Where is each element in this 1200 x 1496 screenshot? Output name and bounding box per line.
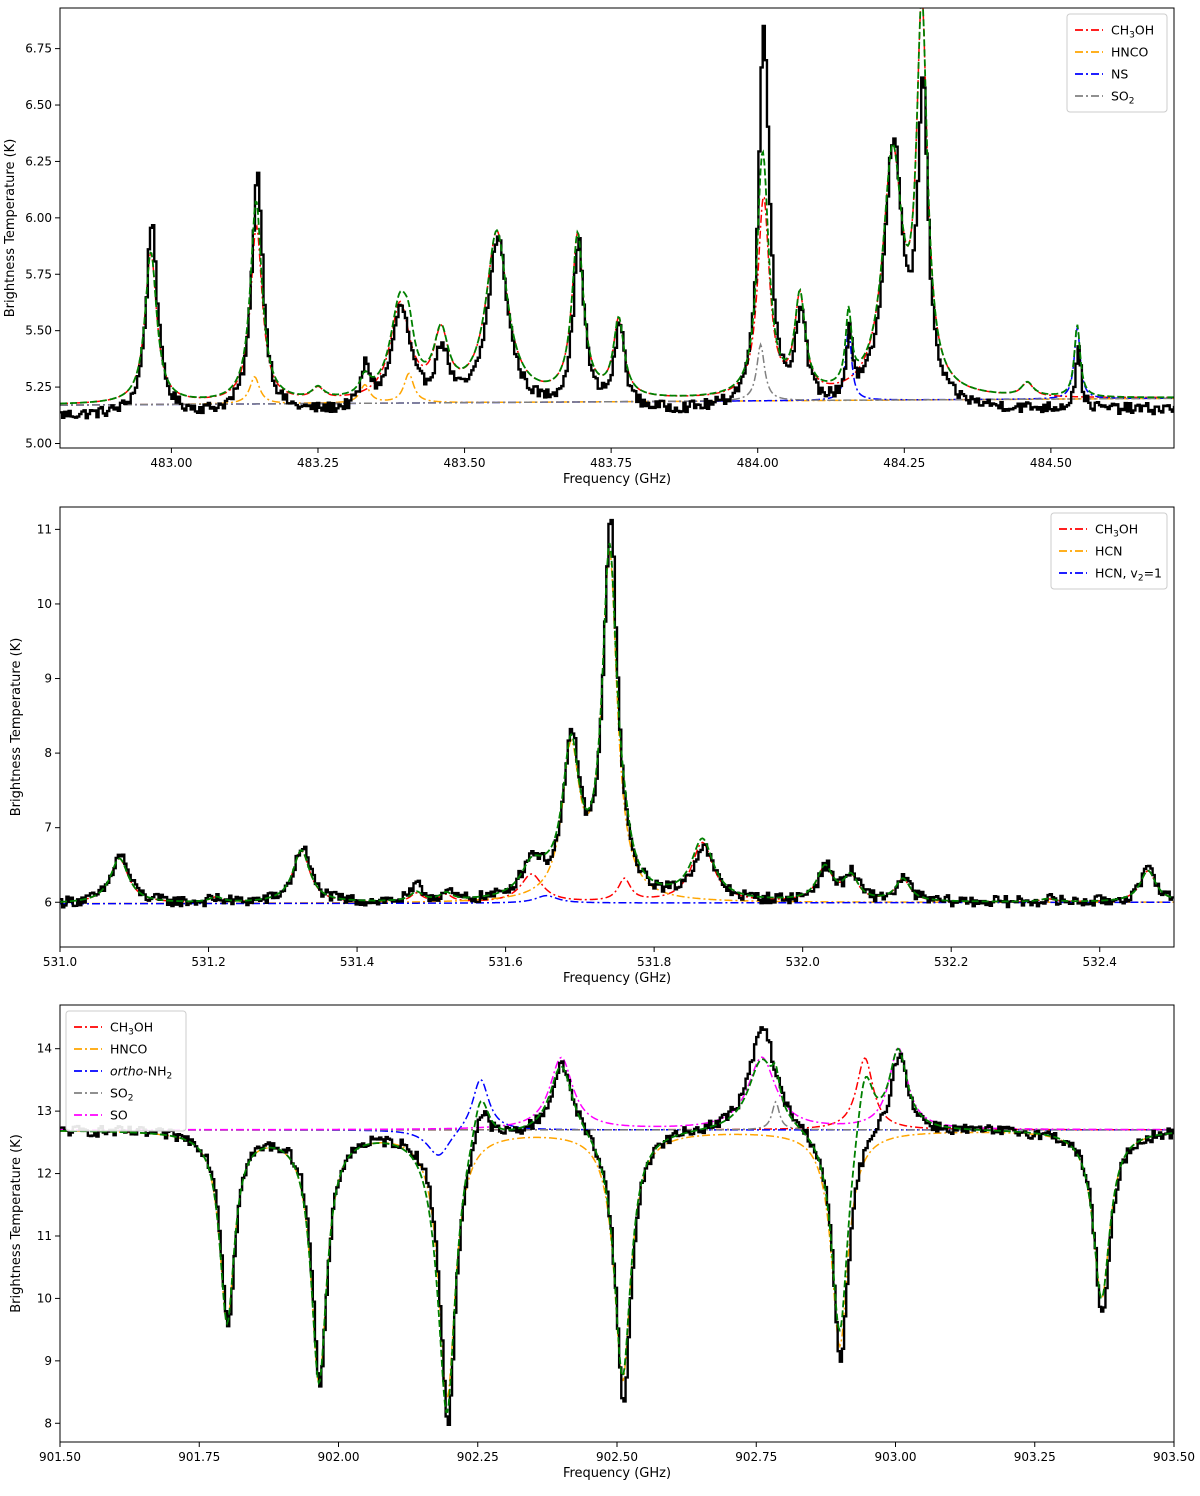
model-total (60, 1047, 1174, 1413)
series-so2 (60, 1100, 1174, 1131)
x-tick-label: 484.25 (883, 456, 925, 470)
x-tick-label: 532.4 (1083, 955, 1117, 969)
observed-spectrum (60, 24, 1174, 420)
plot-area (60, 518, 1174, 909)
x-tick-label: 902.75 (735, 1450, 777, 1464)
y-tick-label: 5.50 (25, 324, 52, 338)
x-tick-label: 902.00 (318, 1450, 360, 1464)
x-tick-label: 484.50 (1030, 456, 1072, 470)
legend-box (1066, 13, 1168, 113)
x-tick-label: 531.4 (340, 955, 374, 969)
observed-spectrum (60, 518, 1174, 909)
y-tick-label: 6.00 (25, 211, 52, 225)
y-axis-label: Brightness Temperature (K) (9, 1134, 24, 1313)
legend-label: NS (1111, 67, 1128, 82)
chart-panel-3: 901.50 901.75 902.00 902.25 902.50 902.75 903.… (9, 1004, 1195, 1481)
series-hcn (60, 549, 1174, 905)
x-axis-label: Frequency (GHz) (563, 1466, 671, 1481)
axes-frame (59, 1004, 1175, 1443)
series-ch3oh (60, 1057, 1174, 1131)
x-tick-label: 901.75 (178, 1450, 220, 1464)
legend-label: CH3OH (1111, 23, 1154, 41)
series-ch3oh (60, 841, 1174, 903)
x-tick-label: 903.50 (1153, 1450, 1195, 1464)
x-tick-label: 483.50 (444, 456, 486, 470)
y-tick-label: 6.25 (25, 154, 52, 168)
x-tick-label: 531.2 (191, 955, 225, 969)
legend-label: CH3OH (1095, 522, 1138, 540)
y-tick-label: 11 (37, 1229, 52, 1243)
y-tick-label: 5.75 (25, 267, 52, 281)
legend: CH3OH HNCO ortho-NH2 SO2 SO (65, 1010, 187, 1132)
y-tick-label: 14 (37, 1042, 52, 1056)
legend-label: SO2 (1111, 89, 1135, 107)
legend-label: HCN (1095, 544, 1122, 559)
legend: CH3OH HNCO NS SO2 (1066, 13, 1168, 113)
y-tick-label: 13 (37, 1104, 52, 1118)
x-tick-label: 531.8 (637, 955, 671, 969)
legend-label: ortho-NH2 (110, 1064, 172, 1082)
x-tick-label: 531.6 (488, 955, 522, 969)
legend-label: SO2 (110, 1086, 134, 1104)
y-tick-label: 5.00 (25, 436, 52, 450)
x-tick-label: 483.00 (150, 456, 192, 470)
observed-spectrum (60, 1026, 1174, 1427)
x-tick-label: 532.2 (934, 955, 968, 969)
legend-box (65, 1010, 187, 1132)
y-tick-label: 11 (37, 522, 52, 536)
y-tick-label: 9 (44, 672, 52, 686)
axes-frame (59, 506, 1175, 948)
axes-frame (59, 7, 1175, 449)
legend-box (1050, 512, 1168, 590)
x-tick-label: 483.25 (297, 456, 339, 470)
x-tick-label: 901.50 (39, 1450, 81, 1464)
x-tick-label: 532.0 (785, 955, 819, 969)
series-hnco (60, 372, 1174, 406)
y-tick-label: 12 (37, 1167, 52, 1181)
x-tick-label: 903.25 (1014, 1450, 1056, 1464)
x-tick-label: 902.50 (596, 1450, 638, 1464)
y-tick-label: 10 (37, 597, 52, 611)
series-ortho-nh2 (60, 1078, 1174, 1156)
legend-label: HNCO (1111, 45, 1148, 60)
legend-label: HCN, v2=1 (1095, 566, 1162, 584)
chart-panel-1: 483.00 483.25 483.50 483.75 484.00 484.25 484.… (3, 7, 1175, 487)
plot-area (60, 1026, 1174, 1427)
y-tick-label: 5.25 (25, 380, 52, 394)
series-hnco (60, 1130, 1174, 1400)
model-total (60, 542, 1174, 903)
legend-label: SO (110, 1108, 128, 1123)
y-tick-label: 6.75 (25, 42, 52, 56)
y-tick-label: 6 (44, 895, 52, 909)
y-tick-label: 10 (37, 1291, 52, 1305)
x-tick-label: 902.25 (457, 1450, 499, 1464)
x-tick-label: 484.00 (737, 456, 779, 470)
chart-panel-2: 531.0 531.2 531.4 531.6 531.8 532.0 532.2 532.4… (9, 506, 1175, 986)
legend-label: HNCO (110, 1042, 147, 1057)
y-axis-label: Brightness Temperature (K) (9, 638, 24, 817)
x-tick-label: 903.00 (875, 1450, 917, 1464)
legend: CH3OH HCN HCN, v2=1 (1050, 512, 1168, 590)
x-axis-label: Frequency (GHz) (563, 472, 671, 487)
plot-area (60, 8, 1174, 420)
y-axis-label: Brightness Temperature (K) (3, 139, 18, 318)
x-tick-label: 483.75 (590, 456, 632, 470)
y-tick-label: 7 (44, 821, 52, 835)
y-tick-label: 9 (44, 1354, 52, 1368)
series-so2 (60, 342, 1174, 406)
y-tick-label: 6.50 (25, 98, 52, 112)
x-axis-label: Frequency (GHz) (563, 971, 671, 986)
x-tick-label: 531.0 (43, 955, 77, 969)
legend-label: CH3OH (110, 1020, 153, 1038)
y-tick-label: 8 (44, 1416, 52, 1430)
model-total (60, 8, 1174, 405)
y-tick-label: 8 (44, 746, 52, 760)
series-so (60, 1046, 1174, 1131)
